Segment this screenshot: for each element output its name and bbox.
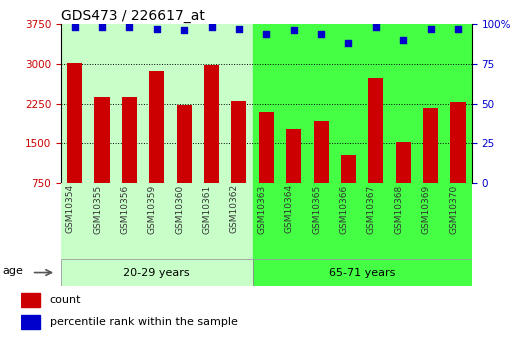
Text: percentile rank within the sample: percentile rank within the sample (50, 317, 237, 327)
Text: 65-71 years: 65-71 years (329, 268, 395, 277)
Text: GSM10354: GSM10354 (66, 184, 75, 234)
Bar (61, 259, 253, 286)
Point (125, 24, 134, 30)
Point (180, 28, 189, 33)
Bar (61, 183, 253, 259)
Point (372, 24, 380, 30)
Bar (450, 102, 465, 223)
Point (207, 24, 216, 30)
Bar (253, 24, 472, 183)
Text: GSM10360: GSM10360 (175, 184, 184, 234)
Text: GSM10365: GSM10365 (312, 184, 321, 234)
Text: GSM10367: GSM10367 (367, 184, 376, 234)
Text: GSM10368: GSM10368 (394, 184, 403, 234)
Point (235, 26, 243, 32)
Point (70, 24, 79, 30)
Text: GSM10363: GSM10363 (258, 184, 266, 234)
Text: 20-29 years: 20-29 years (123, 268, 190, 277)
Bar (259, 112, 274, 223)
Text: GSM10366: GSM10366 (340, 184, 349, 234)
Bar (176, 105, 192, 223)
Bar (21, 293, 40, 307)
Point (399, 37, 408, 43)
Text: GSM10361: GSM10361 (202, 184, 211, 234)
Bar (21, 315, 40, 329)
Text: GSM10369: GSM10369 (422, 184, 430, 234)
Text: GSM10359: GSM10359 (148, 184, 157, 234)
Text: count: count (50, 295, 81, 305)
Text: GSM10364: GSM10364 (285, 184, 294, 234)
Point (454, 26, 462, 32)
Bar (61, 24, 253, 183)
Bar (94, 97, 110, 223)
Bar (204, 66, 219, 223)
Bar (423, 108, 438, 223)
Bar (122, 97, 137, 223)
Point (426, 26, 435, 32)
Point (262, 31, 270, 37)
Bar (286, 129, 301, 223)
Bar (149, 71, 164, 223)
Text: GSM10355: GSM10355 (93, 184, 102, 234)
Text: GSM10362: GSM10362 (230, 184, 239, 234)
Text: age: age (3, 266, 23, 276)
Point (98, 24, 106, 30)
Text: GSM10356: GSM10356 (120, 184, 129, 234)
Point (153, 26, 161, 32)
Point (344, 40, 353, 46)
Bar (314, 121, 329, 223)
Bar (253, 183, 472, 259)
Bar (232, 101, 246, 223)
Bar (368, 78, 383, 223)
Bar (396, 141, 411, 223)
Text: GSM10370: GSM10370 (449, 184, 458, 234)
Bar (253, 259, 472, 286)
Bar (341, 155, 356, 223)
Text: GDS473 / 226617_at: GDS473 / 226617_at (61, 9, 205, 23)
Bar (67, 63, 82, 223)
Point (289, 28, 298, 33)
Point (317, 31, 325, 37)
